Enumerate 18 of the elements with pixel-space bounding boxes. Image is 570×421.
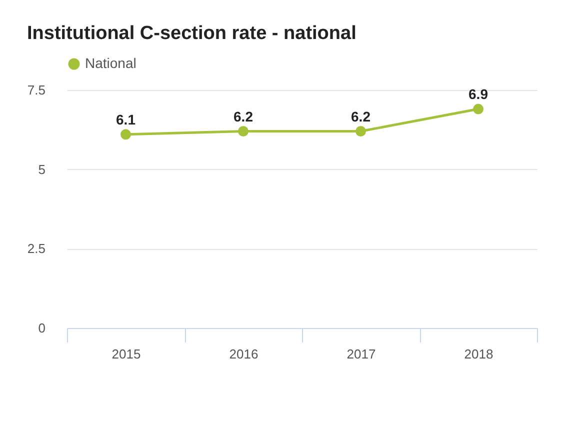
data-label: 6.2 [351,108,371,124]
y-tick-label: 2.5 [27,241,46,256]
x-tick-label: 2015 [112,346,141,362]
y-tick-label: 7.5 [27,82,46,98]
point [238,126,248,136]
data-label: 6.2 [234,108,254,124]
y-tick-label: 5 [38,162,46,177]
point [120,129,131,140]
y-tick-label: 0 [38,320,46,336]
data-label: 6.1 [116,111,136,128]
legend-label: National [85,55,136,71]
x-tick-label: 2018 [464,346,494,362]
x-tick-label: 2017 [346,346,376,362]
point [473,104,484,114]
chart-title: Institutional C-section rate - national [27,23,356,44]
x-tick-label: 2016 [229,346,258,362]
point [356,126,366,136]
data-label: 6.9 [468,86,488,102]
